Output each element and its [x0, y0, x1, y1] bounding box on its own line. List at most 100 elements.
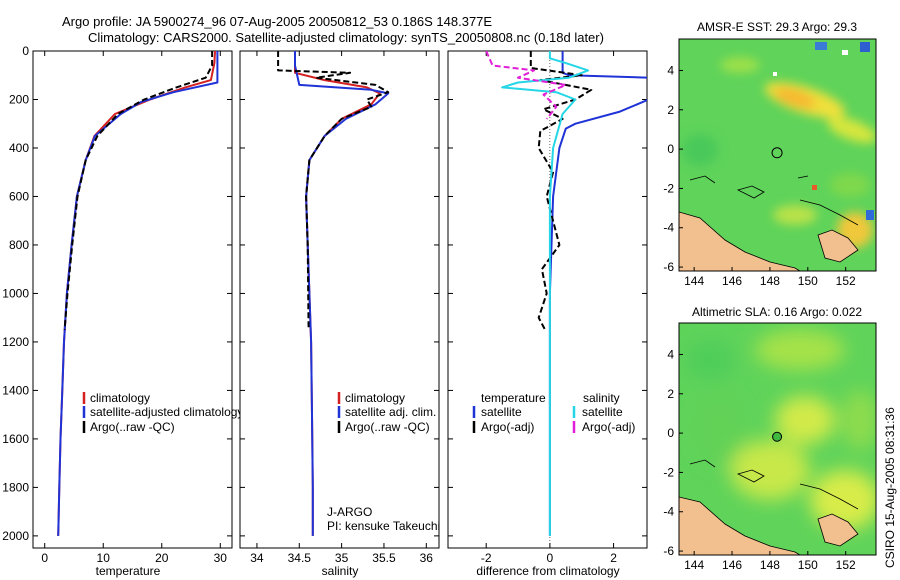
- legend-label-satellite-adj: satellite adj. clim.: [345, 405, 436, 419]
- lon-tick-label: 148: [760, 558, 780, 572]
- legend-title-temperature: temperature: [481, 391, 546, 405]
- x-tick-label: 35: [335, 551, 349, 565]
- sst-warm-patches: [682, 57, 876, 248]
- salinity-xlabel: salinity: [322, 564, 359, 578]
- sst-argo-location-marker: [771, 147, 783, 159]
- series-line-argo-raw-qc: [63, 51, 214, 330]
- legend-label-argo: Argo(..raw -QC): [345, 420, 430, 434]
- difference-x-axis: -2 0 2: [448, 50, 647, 565]
- y-tick-label: 1400: [2, 383, 29, 397]
- sst-map-field: [679, 39, 876, 271]
- y-tick-label: 0: [22, 44, 29, 58]
- lon-tick-label: 150: [798, 274, 818, 288]
- legend-label-temp-satellite: satellite: [481, 405, 522, 419]
- difference-axes-frame: [447, 50, 648, 549]
- legend-label-temp-argo: Argo(-adj): [481, 420, 534, 434]
- lat-tick-label: 0: [667, 426, 674, 440]
- lon-tick-label: 148: [760, 274, 780, 288]
- sla-new-britain-land: [817, 513, 859, 547]
- series-line-salinity-satellite: [501, 51, 590, 536]
- sla-patches: [685, 330, 876, 530]
- lon-tick-label: 144: [684, 274, 704, 288]
- footer-timestamp: CSIRO 15-Aug-2005 08:31:36: [883, 407, 897, 568]
- sla-map-frame: [678, 322, 877, 556]
- sst-new-britain-land: [817, 229, 859, 263]
- x-tick-label: 35.5: [372, 551, 396, 565]
- lat-tick-label: -4: [663, 505, 674, 519]
- legend-label-sal-argo: Argo(-adj): [582, 420, 635, 434]
- sla-map-title: Altimetric SLA: 0.16 Argo: 0.022: [692, 305, 862, 319]
- sla-map-axes: 144 146 148 150 152 -6 -4 -2 0 2 4: [663, 347, 856, 572]
- lat-tick-label: -6: [663, 260, 674, 274]
- x-tick-label: 34: [250, 551, 264, 565]
- x-tick-label: 30: [214, 551, 228, 565]
- series-line-argo-raw-qc: [277, 51, 390, 330]
- legend-label-argo: Argo(..raw -QC): [90, 420, 175, 434]
- x-tick-label: 0: [41, 551, 48, 565]
- salinity-panel: 34 34.5 35 35.5 36 salinity climatology sate…: [239, 50, 440, 578]
- depth-axis: 0 200 400 600 800 1000 1200 1400 1600 1800 2000: [2, 44, 29, 543]
- lat-tick-label: 4: [667, 63, 674, 77]
- temperature-panel: 0 200 400 600 800 1000 1200 1400 1600 1800 2000 0 1…: [2, 44, 243, 578]
- difference-xlabel: difference from climatology: [476, 564, 619, 578]
- pi-annotation: PI: kensuke Takeuchi: [327, 519, 440, 533]
- legend-label-climatology: climatology: [345, 391, 405, 405]
- sla-new-guinea-land: [679, 496, 801, 555]
- header-line-1: Argo profile: JA 5900274_96 07-Aug-2005 …: [62, 14, 492, 29]
- sst-map-frame: [678, 38, 877, 272]
- x-tick-label: 10: [97, 551, 111, 565]
- x-tick-label: 20: [155, 551, 169, 565]
- sla-map-panel: Altimetric SLA: 0.16 Argo: 0.022 144 146 1…: [663, 305, 877, 572]
- series-line-temperature-argo-adj: [529, 51, 593, 331]
- y-tick-label: 1800: [2, 480, 29, 494]
- difference-panel: -2 0 2 difference from climatology tempera…: [447, 50, 648, 578]
- lon-tick-label: 146: [722, 558, 742, 572]
- salinity-legend: climatology satellite adj. clim. Argo(..…: [337, 391, 436, 434]
- x-tick-label: 2: [610, 551, 617, 565]
- legend-title-salinity: salinity: [583, 391, 620, 405]
- legend-label-sal-satellite: satellite: [582, 405, 623, 419]
- y-tick-label: 1600: [2, 432, 29, 446]
- x-tick-label: -2: [481, 551, 492, 565]
- temperature-xlabel: temperature: [96, 564, 161, 578]
- lat-tick-label: -4: [663, 221, 674, 235]
- lon-tick-label: 152: [836, 558, 856, 572]
- lat-tick-label: -6: [663, 544, 674, 558]
- jargo-annotation: J-ARGO: [327, 505, 372, 519]
- temperature-axes-frame: [32, 50, 233, 549]
- header-line-2: Climatology: CARS2000. Satellite-adjuste…: [88, 30, 604, 45]
- difference-lines: [485, 51, 647, 548]
- lon-tick-label: 152: [836, 274, 856, 288]
- legend-label-satellite-adjusted: satellite-adjusted climatology: [90, 405, 243, 419]
- temperature-x-axis: 0 10 20 30: [33, 50, 232, 565]
- lat-tick-label: 0: [667, 142, 674, 156]
- salinity-x-axis: 34 34.5 35 35.5 36: [240, 50, 439, 565]
- sst-new-guinea-land: [679, 211, 801, 271]
- y-tick-label: 1200: [2, 335, 29, 349]
- lat-tick-label: -2: [663, 465, 674, 479]
- y-tick-label: 600: [9, 189, 29, 203]
- y-tick-label: 400: [9, 141, 29, 155]
- lat-tick-label: 2: [667, 103, 674, 117]
- sla-argo-location-marker: [772, 431, 783, 442]
- x-tick-label: 0: [547, 551, 554, 565]
- series-line-salinity-argo-adj: [485, 51, 567, 120]
- lon-tick-label: 144: [684, 558, 704, 572]
- salinity-lines: [277, 51, 390, 536]
- y-tick-label: 1000: [2, 286, 29, 300]
- temperature-lines: [57, 51, 219, 536]
- temperature-legend: climatology satellite-adjusted climatolo…: [82, 391, 243, 434]
- y-tick-label: 2000: [2, 529, 29, 543]
- y-tick-label: 800: [9, 238, 29, 252]
- sst-map-title: AMSR-E SST: 29.3 Argo: 29.3: [697, 20, 857, 34]
- x-tick-label: 36: [420, 551, 434, 565]
- lat-tick-label: 2: [667, 387, 674, 401]
- lon-tick-label: 150: [798, 558, 818, 572]
- sst-map-axes: 144 146 148 150 152 -6 -4 -2 0 2 4: [663, 63, 856, 288]
- lat-tick-label: 4: [667, 347, 674, 361]
- lon-tick-label: 146: [722, 274, 742, 288]
- y-tick-label: 200: [9, 92, 29, 106]
- lat-tick-label: -2: [663, 181, 674, 195]
- legend-label-climatology: climatology: [90, 391, 150, 405]
